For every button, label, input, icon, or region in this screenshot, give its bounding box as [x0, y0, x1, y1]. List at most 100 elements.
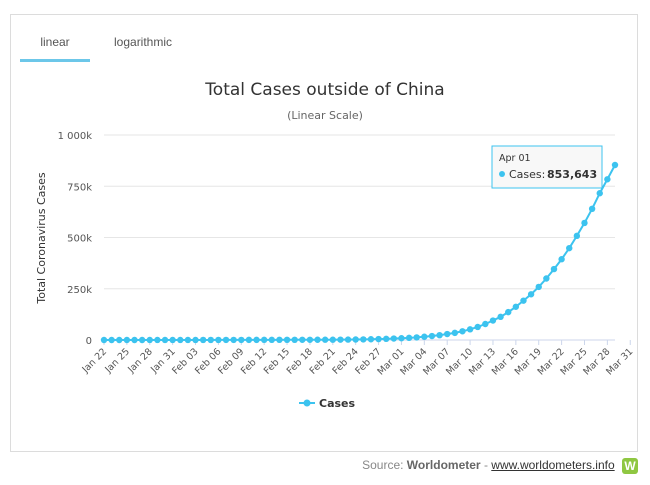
tab-logarithmic[interactable]: logarithmic — [114, 35, 173, 49]
data-point[interactable] — [321, 336, 329, 343]
data-point[interactable] — [253, 336, 260, 344]
y-tick-label: 250k — [67, 285, 92, 296]
source-credit: Source: Worldometer - www.worldometers.i… — [362, 458, 638, 474]
data-point[interactable] — [260, 336, 268, 344]
data-point[interactable] — [428, 332, 436, 340]
data-point[interactable] — [108, 336, 115, 344]
data-point[interactable] — [192, 336, 199, 344]
data-point[interactable] — [497, 313, 504, 321]
legend-label: Cases — [319, 397, 356, 410]
data-point[interactable] — [421, 333, 428, 340]
tooltip: Apr 01 Cases: 853,643 — [491, 145, 603, 189]
data-point[interactable] — [268, 336, 275, 344]
data-point[interactable] — [276, 336, 283, 344]
data-point[interactable] — [405, 334, 413, 342]
chart-subtitle: (Linear Scale) — [287, 109, 363, 122]
data-point[interactable] — [154, 336, 161, 344]
chart-title: Total Cases outside of China — [204, 80, 444, 100]
worldometer-logo-icon[interactable]: W — [622, 458, 638, 474]
data-point[interactable] — [138, 336, 146, 344]
data-point[interactable] — [207, 336, 214, 344]
data-point[interactable] — [474, 323, 481, 331]
data-point[interactable] — [222, 336, 230, 344]
data-point[interactable] — [161, 336, 169, 344]
y-tick-label: 500k — [67, 234, 92, 245]
data-point[interactable] — [459, 328, 466, 335]
y-tick-label: 1 000k — [58, 131, 93, 142]
data-point[interactable] — [535, 283, 542, 291]
data-point[interactable] — [451, 329, 459, 337]
data-point[interactable] — [489, 317, 497, 324]
data-point[interactable] — [398, 335, 405, 342]
tab-linear[interactable]: linear — [20, 28, 90, 62]
source-name: Worldometer — [406, 458, 481, 473]
data-point[interactable] — [367, 336, 375, 343]
series-line-cases — [104, 164, 616, 341]
data-point[interactable] — [245, 336, 253, 344]
data-point[interactable] — [184, 336, 192, 344]
data-point[interactable] — [314, 336, 321, 343]
data-point[interactable] — [596, 190, 603, 197]
data-point[interactable] — [299, 336, 306, 343]
data-point[interactable] — [360, 336, 367, 343]
x-tick-label: Jan 25 — [102, 346, 132, 376]
data-point[interactable] — [291, 336, 298, 344]
data-point[interactable] — [283, 336, 291, 344]
data-point[interactable] — [230, 336, 237, 344]
y-tick-label: 750k — [67, 182, 92, 193]
legend[interactable]: Cases — [299, 397, 356, 410]
data-point[interactable] — [131, 336, 138, 344]
data-point[interactable] — [436, 331, 443, 339]
data-point[interactable] — [123, 336, 131, 344]
data-point[interactable] — [505, 308, 512, 316]
data-point[interactable] — [581, 219, 588, 227]
data-point[interactable] — [527, 291, 535, 298]
legend-marker — [303, 399, 311, 407]
data-point[interactable] — [146, 336, 153, 344]
data-point[interactable] — [604, 176, 611, 183]
data-point[interactable] — [566, 244, 573, 252]
data-point[interactable] — [352, 336, 359, 343]
source-sep: - — [483, 458, 488, 473]
data-point[interactable] — [238, 336, 245, 344]
data-point[interactable] — [520, 297, 527, 304]
x-tick-label: Jan 28 — [125, 346, 155, 376]
tooltip-value: 853,643 — [547, 168, 597, 181]
data-point[interactable] — [558, 256, 565, 263]
data-point[interactable] — [344, 336, 352, 343]
data-point[interactable] — [169, 336, 176, 344]
tooltip-box — [491, 145, 603, 189]
tooltip-marker — [499, 171, 505, 177]
logo-letter: W — [624, 459, 636, 473]
data-point[interactable] — [573, 232, 581, 240]
tooltip-date: Apr 01 — [499, 153, 531, 164]
data-point[interactable] — [588, 205, 596, 212]
data-point[interactable] — [199, 336, 207, 344]
data-point[interactable] — [382, 335, 390, 343]
data-point[interactable] — [611, 161, 619, 169]
source-link[interactable]: www.worldometers.info — [491, 458, 615, 473]
data-point[interactable] — [512, 303, 520, 310]
y-tick-label: 0 — [86, 336, 92, 347]
data-point[interactable] — [390, 335, 398, 342]
data-point[interactable] — [550, 265, 558, 273]
source-prefix: Source: — [362, 458, 404, 473]
series-points — [100, 161, 619, 344]
data-point[interactable] — [444, 330, 451, 338]
data-point[interactable] — [543, 275, 550, 282]
data-point[interactable] — [100, 336, 108, 344]
data-point[interactable] — [375, 335, 382, 343]
data-point[interactable] — [466, 326, 474, 333]
data-point[interactable] — [116, 336, 123, 344]
x-tick-label: Jan 22 — [80, 346, 110, 376]
data-point[interactable] — [306, 336, 314, 343]
data-point[interactable] — [329, 336, 337, 343]
data-point[interactable] — [215, 336, 222, 344]
y-axis-ticks: 0 250k 500k 750k 1 000k — [58, 131, 93, 347]
data-point[interactable] — [413, 334, 420, 341]
data-point[interactable] — [337, 336, 344, 343]
data-point[interactable] — [177, 336, 184, 344]
data-point[interactable] — [482, 320, 489, 328]
